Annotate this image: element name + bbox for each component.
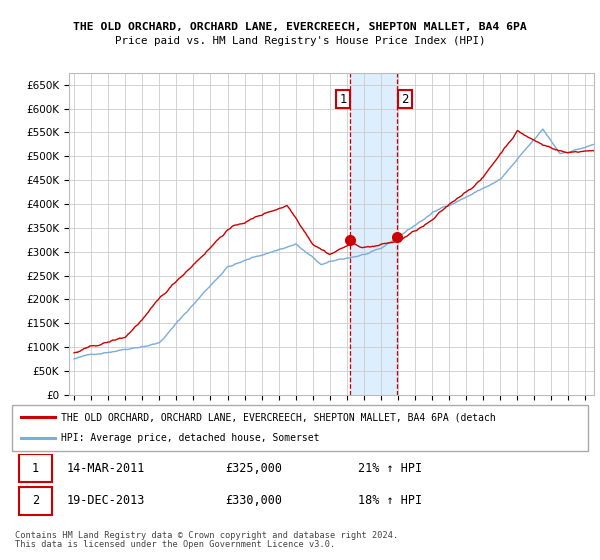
- Text: Price paid vs. HM Land Registry's House Price Index (HPI): Price paid vs. HM Land Registry's House …: [115, 36, 485, 46]
- Text: 21% ↑ HPI: 21% ↑ HPI: [358, 461, 422, 475]
- Text: 18% ↑ HPI: 18% ↑ HPI: [358, 494, 422, 507]
- Text: THE OLD ORCHARD, ORCHARD LANE, EVERCREECH, SHEPTON MALLET, BA4 6PA: THE OLD ORCHARD, ORCHARD LANE, EVERCREEC…: [73, 22, 527, 32]
- Text: THE OLD ORCHARD, ORCHARD LANE, EVERCREECH, SHEPTON MALLET, BA4 6PA (detach: THE OLD ORCHARD, ORCHARD LANE, EVERCREEC…: [61, 412, 496, 422]
- Text: 14-MAR-2011: 14-MAR-2011: [67, 461, 145, 475]
- Text: 1: 1: [340, 92, 347, 105]
- Bar: [350, 73, 397, 395]
- Text: 2: 2: [32, 494, 39, 507]
- Text: £325,000: £325,000: [225, 461, 282, 475]
- Text: £330,000: £330,000: [225, 494, 282, 507]
- FancyBboxPatch shape: [19, 487, 52, 515]
- Text: 2: 2: [401, 92, 409, 105]
- Text: 19-DEC-2013: 19-DEC-2013: [67, 494, 145, 507]
- Text: HPI: Average price, detached house, Somerset: HPI: Average price, detached house, Some…: [61, 433, 319, 444]
- FancyBboxPatch shape: [19, 454, 52, 482]
- FancyBboxPatch shape: [12, 405, 588, 451]
- Text: 1: 1: [32, 461, 39, 475]
- Text: This data is licensed under the Open Government Licence v3.0.: This data is licensed under the Open Gov…: [15, 540, 335, 549]
- Text: Contains HM Land Registry data © Crown copyright and database right 2024.: Contains HM Land Registry data © Crown c…: [15, 531, 398, 540]
